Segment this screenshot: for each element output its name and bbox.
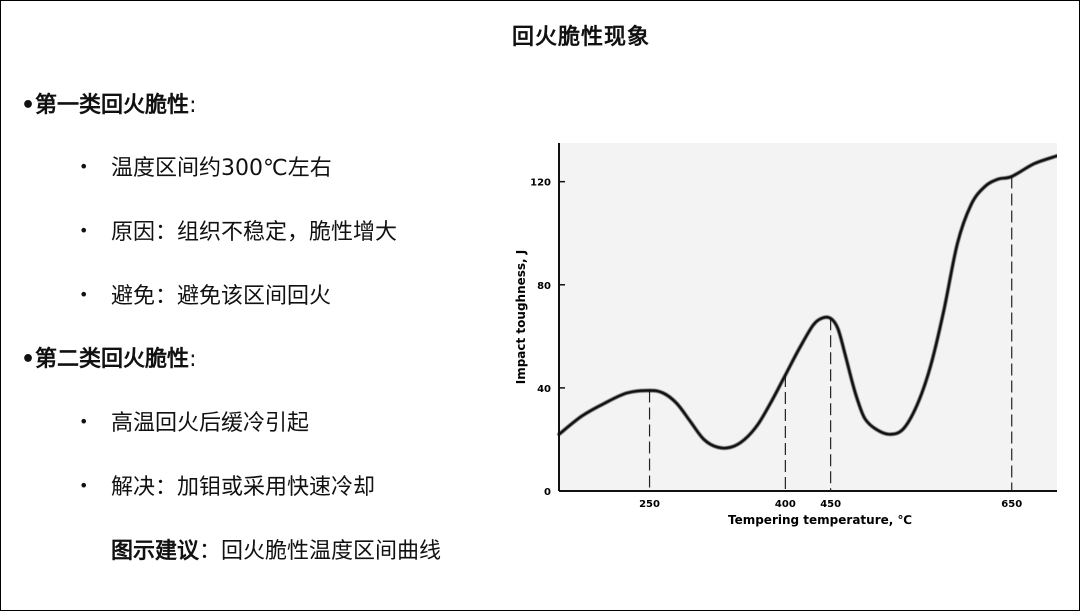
tempering-chart-svg: 0 40 80 120 250 400 450 650 Impact toughness, J… — [514, 143, 1059, 527]
second-item-cause-text: 高温回火后缓冷引起 — [111, 411, 310, 436]
first-item-temperature: • 温度区间约300℃左右 — [79, 150, 332, 182]
plot-area: 0 40 80 120 250 400 450 650 — [530, 143, 1059, 510]
y-axis-label: Impact toughness, J — [514, 250, 528, 385]
second-type-colon: : — [189, 347, 197, 372]
second-item-solution: • 解决：加钼或采用快速冷却 — [79, 469, 375, 501]
y-tick-label: 120 — [530, 178, 551, 189]
suggestion-label: 图示建议 — [111, 539, 200, 564]
second-item-solution-text: 解决：加钼或采用快速冷却 — [111, 475, 376, 500]
bullet: • — [79, 476, 89, 495]
y-tick-label: 40 — [537, 384, 551, 395]
toughness-curve — [557, 154, 1059, 450]
first-item-temperature-text: 温度区间约300℃左右 — [111, 156, 332, 181]
first-type-heading-text: •第一类回火脆性 — [21, 93, 190, 118]
y-tick-label: 0 — [544, 487, 551, 498]
x-tick-label: 450 — [820, 499, 841, 510]
y-tick-label: 80 — [537, 281, 551, 292]
first-item-cause-text: 原因：组织不稳定，脆性增大 — [111, 220, 398, 245]
second-type-heading: •第二类回火脆性: — [21, 341, 196, 373]
plot-background — [559, 143, 1057, 491]
second-item-cause: • 高温回火后缓冷引起 — [79, 405, 309, 437]
x-axis-label: Tempering temperature, ℃ — [728, 513, 912, 527]
bullet: • — [79, 285, 89, 304]
first-type-colon: : — [189, 93, 197, 118]
x-tick-label: 650 — [1001, 499, 1022, 510]
slide-title: 回火脆性现象 — [511, 25, 650, 50]
suggestion-text: ：回火脆性温度区间曲线 — [199, 539, 442, 564]
first-item-cause: • 原因：组织不稳定，脆性增大 — [79, 214, 397, 246]
x-tick-label: 400 — [775, 499, 796, 510]
x-tick-label: 250 — [639, 499, 660, 510]
tempering-chart: 0 40 80 120 250 400 450 650 Impact toughness, J… — [511, 129, 1059, 529]
second-type-heading-text: •第二类回火脆性 — [21, 347, 190, 372]
first-item-avoid-text: 避免：避免该区间回火 — [111, 284, 332, 309]
bullet: • — [79, 412, 89, 431]
bullet: • — [79, 157, 89, 176]
suggestion: 图示建议：回火脆性温度区间曲线 — [111, 533, 441, 565]
first-type-heading: •第一类回火脆性: — [21, 87, 196, 119]
first-item-avoid: • 避免：避免该区间回火 — [79, 278, 331, 310]
bullet: • — [79, 221, 89, 240]
